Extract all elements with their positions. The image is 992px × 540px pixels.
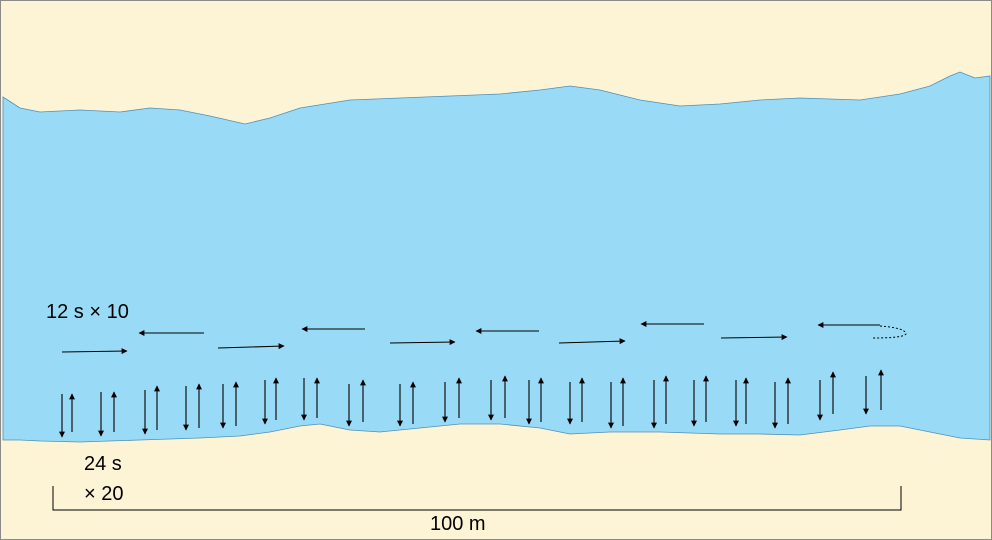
scale-label: 100 m	[430, 513, 486, 535]
perpendicular-arrows	[59, 369, 884, 438]
river-water	[2, 71, 991, 443]
parallel-arrow	[61, 348, 128, 355]
parallel-arrow	[720, 334, 788, 341]
label-perpendicular-time: 24 s	[84, 453, 122, 475]
label-perpendicular-count: × 20	[84, 483, 123, 505]
parallel-arrow	[389, 339, 456, 346]
arrow-turnaround-dashed	[872, 325, 907, 339]
scale-bar	[52, 486, 902, 511]
parallel-arrows	[61, 321, 880, 355]
parallel-arrow	[558, 338, 626, 345]
parallel-arrow	[217, 343, 285, 350]
label-parallel-run: 12 s × 10	[46, 301, 129, 323]
